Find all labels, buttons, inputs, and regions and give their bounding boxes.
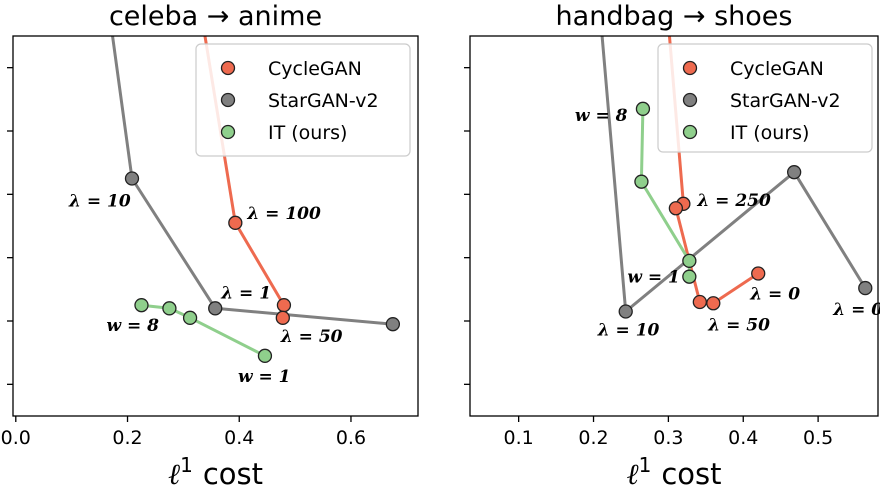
x-axis-label-symbol: ℓ xyxy=(168,457,180,487)
x-axis-label-text: cost xyxy=(661,457,721,487)
data-point xyxy=(618,304,633,319)
data-point xyxy=(751,266,766,281)
data-point xyxy=(124,171,140,186)
chart-panel-celeba-anime: celeba → anime λ = 10 λ = 100 λ = 1 λ = 50 w … xyxy=(1,1,419,487)
annotation-label: λ = 10 xyxy=(597,321,660,341)
x-tick-label: 0.4 xyxy=(728,427,758,449)
data-point xyxy=(634,174,649,189)
annotation-label: λ = 100 xyxy=(246,204,321,224)
data-point xyxy=(385,317,401,332)
data-point xyxy=(706,296,721,311)
data-point xyxy=(668,201,684,216)
annotation-label: w = 1 xyxy=(627,268,680,288)
legend: CycleGAN StarGAN-v2 IT (ours) xyxy=(657,43,873,153)
data-point xyxy=(182,310,198,325)
legend-box xyxy=(195,43,411,157)
x-axis-label-symbol: ℓ xyxy=(627,457,639,487)
annotation-label: w = 8 xyxy=(106,316,159,336)
data-point xyxy=(208,301,223,316)
x-tick-label: 0.6 xyxy=(336,427,366,449)
x-tick-label: 0.1 xyxy=(504,427,534,449)
x-tick-label: 0.2 xyxy=(112,427,142,449)
annotation-label: w = 1 xyxy=(238,367,291,387)
chart-title: handbag → shoes xyxy=(556,1,793,32)
axes-frame xyxy=(469,35,879,417)
legend-marker xyxy=(682,60,698,76)
x-tick-label: 0.4 xyxy=(224,427,254,449)
plot-area xyxy=(111,36,401,363)
series-line-stargan-v2 xyxy=(600,36,867,313)
annotation-label: λ = 250 xyxy=(696,191,771,211)
annotation-label: λ = 50 xyxy=(280,327,343,347)
legend-entry: IT (ours) xyxy=(730,122,809,144)
x-axis-label-text: cost xyxy=(203,457,263,487)
annotation-label: λ = 0 xyxy=(749,285,800,305)
annotation-label: λ = 50 xyxy=(707,315,770,335)
data-point xyxy=(682,253,697,268)
chart-title: celeba → anime xyxy=(109,1,322,32)
x-tick-label: 0.2 xyxy=(578,427,608,449)
legend: CycleGAN StarGAN-v2 IT (ours) xyxy=(195,43,411,157)
annotation-label: λ = 10 xyxy=(68,192,131,212)
chart-panel-handbag-shoes: handbag → shoes w = 8 λ = 250 w = 1 λ = 0 λ =… xyxy=(464,1,880,487)
data-point xyxy=(134,298,149,313)
annotation-label: w = 8 xyxy=(575,106,628,126)
plot-area xyxy=(600,36,873,319)
series-line-it-ours- xyxy=(639,107,691,279)
axes-frame xyxy=(12,35,419,417)
legend-entry: StarGAN-v2 xyxy=(730,90,841,112)
data-point xyxy=(858,280,873,296)
data-point xyxy=(162,301,177,316)
legend-marker xyxy=(682,124,698,140)
data-point xyxy=(276,298,292,313)
x-axis-label: ℓ1 cost xyxy=(168,453,263,487)
data-point xyxy=(257,348,273,363)
data-point xyxy=(275,310,290,325)
legend-box xyxy=(657,43,873,153)
legend-entry: CycleGAN xyxy=(730,58,824,80)
data-point xyxy=(682,269,697,284)
x-axis-label: ℓ1 cost xyxy=(627,453,722,487)
legend-marker xyxy=(220,124,236,140)
data-point xyxy=(692,294,707,310)
legend-marker xyxy=(220,92,236,108)
series-line-stargan-v2 xyxy=(111,36,395,326)
x-tick-label: 0.3 xyxy=(653,427,683,449)
legend-marker xyxy=(220,60,236,76)
x-tick-label: 0.5 xyxy=(803,427,833,449)
data-point xyxy=(635,101,651,116)
legend-entry: StarGAN-v2 xyxy=(268,90,379,112)
legend-entry: CycleGAN xyxy=(268,58,362,80)
series-line-it-ours- xyxy=(140,303,267,358)
x-axis-label-superscript: 1 xyxy=(180,453,193,477)
legend-entry: IT (ours) xyxy=(268,122,347,144)
data-point xyxy=(787,165,802,180)
x-tick-label: 0.0 xyxy=(1,427,31,449)
legend-marker xyxy=(682,92,698,108)
annotation-label: λ = 0 xyxy=(832,300,880,320)
x-axis-label-superscript: 1 xyxy=(639,453,652,477)
annotation-label: λ = 1 xyxy=(220,283,271,303)
data-point xyxy=(228,215,243,230)
